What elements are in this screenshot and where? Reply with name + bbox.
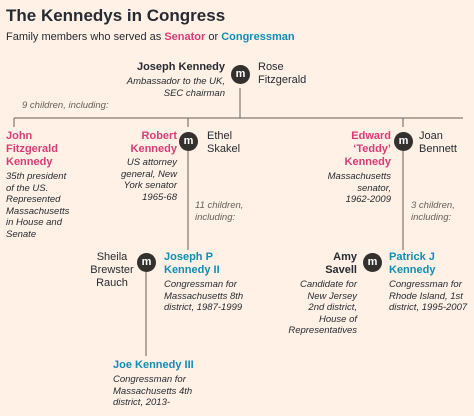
- rose-fitzgerald-name: Rose Fitzgerald: [258, 61, 307, 86]
- subtitle-prefix: Family members who served as: [6, 31, 165, 43]
- marriage-icon: m: [137, 253, 156, 272]
- joan-bennett-name: Joan Bennett: [419, 130, 457, 155]
- marriage-icon: m: [179, 132, 198, 151]
- joseph-p-kennedy-desc: Congressman for Massachusetts 8th district…: [164, 279, 244, 313]
- edward-kennedy-name: Edward ‘Teddy’ Kennedy: [344, 130, 391, 168]
- amy-savell-name: Amy Savell: [325, 251, 357, 276]
- sheila-rauch-name: Sheila Brewster Rauch: [90, 251, 134, 289]
- patrick-kennedy-name: Patrick J Kennedy: [389, 251, 436, 276]
- legend-congressman: Congressman: [221, 31, 295, 43]
- marriage-icon: m: [231, 65, 250, 84]
- amy-savell-desc: Candidate for New Jersey 2nd district, Hou…: [288, 279, 357, 336]
- joe-kennedy-iii-desc: Congressman for Massachusetts 4th district…: [113, 374, 193, 408]
- john-kennedy-desc: 35th president of the US. Represented Mass…: [6, 171, 70, 240]
- marriage-icon: m: [363, 253, 382, 272]
- robert-children-note: 11 children, including:: [195, 200, 244, 223]
- subtitle-or: or: [205, 31, 222, 43]
- legend-senator: Senator: [164, 31, 206, 43]
- edward-children-note: 3 children, including:: [411, 200, 455, 223]
- ethel-skakel-name: Ethel Skakel: [207, 130, 241, 155]
- joe-kennedy-iii-name: Joe Kennedy III: [113, 359, 194, 371]
- marriage-icon: m: [394, 132, 413, 151]
- joseph-kennedy-name: Joseph Kennedy: [136, 61, 225, 73]
- joseph-children-note: 9 children, including:: [22, 100, 109, 111]
- edward-kennedy-desc: Massachusetts senator, 1962-2009: [327, 171, 391, 205]
- joseph-kennedy-desc: Ambassador to the UK, SEC chairman: [126, 76, 225, 99]
- patrick-kennedy-desc: Congressman for Rhode Island, 1st district…: [389, 279, 468, 313]
- robert-kennedy-desc: US attorney general, New York senator 1965…: [121, 157, 177, 203]
- joseph-p-kennedy-name: Joseph P Kennedy II: [164, 251, 220, 276]
- robert-kennedy-name: Robert Kennedy: [130, 130, 177, 155]
- john-kennedy-name: John Fitzgerald Kennedy: [6, 130, 58, 168]
- subtitle: Family members who served as Senator or …: [6, 31, 295, 43]
- page-title: The Kennedys in Congress: [6, 6, 226, 25]
